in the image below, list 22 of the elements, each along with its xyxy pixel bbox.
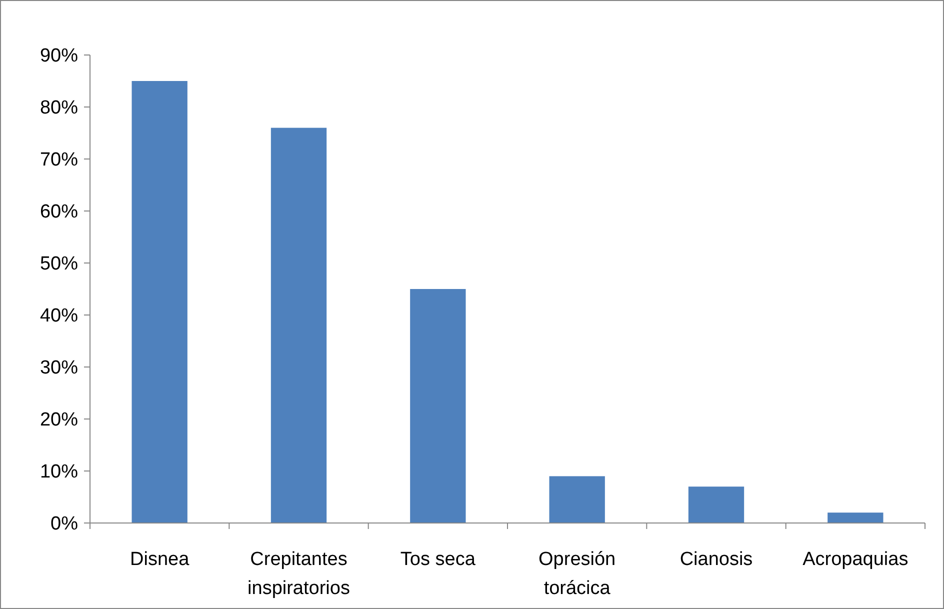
x-tick-label: Crepitantes inspiratorios xyxy=(248,549,350,599)
bar xyxy=(549,476,605,523)
x-tick-label: Cianosis xyxy=(680,549,753,570)
x-tick-label: Acropaquias xyxy=(802,549,908,570)
y-tick-label: 70% xyxy=(40,150,78,171)
bar xyxy=(132,81,188,523)
y-tick-label: 0% xyxy=(50,514,78,535)
bar xyxy=(688,486,744,523)
y-tick-label: 10% xyxy=(40,462,78,483)
y-tick-label: 30% xyxy=(40,358,78,379)
y-tick-label: 20% xyxy=(40,410,78,431)
x-tick-label: Opresión torácica xyxy=(538,549,616,599)
y-tick-label: 40% xyxy=(40,306,78,327)
bar xyxy=(410,289,466,523)
y-tick-label: 60% xyxy=(40,202,78,223)
y-tick-label: 50% xyxy=(40,254,78,275)
y-tick-label: 90% xyxy=(40,46,78,67)
bar xyxy=(270,128,327,523)
x-tick-label: Disnea xyxy=(130,549,190,570)
x-tick-label: Tos seca xyxy=(400,549,476,570)
bar xyxy=(828,512,884,523)
y-tick-label: 80% xyxy=(40,98,78,119)
